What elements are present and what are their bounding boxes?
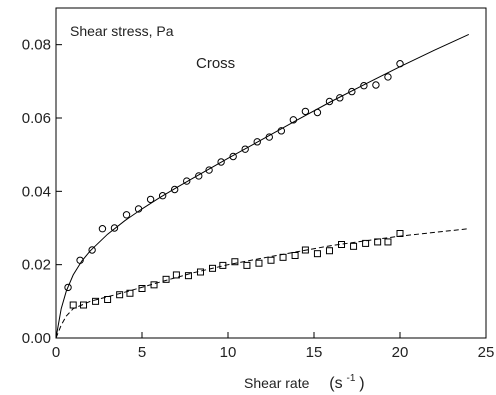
x-axis-label-unit-exponent: -1: [346, 373, 355, 384]
square-marker: [92, 297, 100, 305]
circle-marker: [205, 166, 213, 174]
square-marker: [374, 238, 382, 246]
circle-marker: [158, 192, 167, 200]
circle-marker: [301, 107, 310, 116]
circle-marker: [146, 195, 155, 204]
circle-marker: [313, 108, 322, 117]
square-marker: [338, 241, 346, 248]
fit-curve-solid: [55, 33, 470, 339]
x-axis-label-unit-close: ): [359, 375, 364, 392]
square-marker: [209, 264, 217, 272]
x-axis-label-unit: (s: [329, 375, 342, 392]
square-marker: [255, 259, 263, 267]
circle-marker: [396, 60, 404, 68]
square-marker: [184, 272, 192, 280]
axis-tick-labels: 0 5 10 15 20 25 0.00 0.02 0.04 0.06 0.08: [22, 37, 495, 361]
square-marker: [267, 256, 275, 264]
x-axis-label: Shear rate (s -1 ): [244, 368, 365, 392]
x-axis-label-name: Shear rate: [244, 375, 310, 391]
square-marker: [162, 275, 170, 283]
circle-marker: [289, 116, 298, 124]
circle-marker: [372, 81, 380, 89]
square-marker: [325, 247, 333, 255]
axis-ticks: [55, 44, 487, 339]
square-marker: [396, 230, 404, 237]
square-marker: [80, 301, 88, 309]
square-marker: [104, 296, 112, 303]
x-tick-label: 20: [392, 344, 409, 361]
circle-marker: [348, 87, 356, 96]
circle-marker: [241, 145, 249, 153]
x-tick-label: 15: [306, 344, 323, 361]
circle-marker: [88, 246, 96, 254]
x-tick-label: 25: [478, 344, 495, 361]
circle-marker: [98, 225, 107, 233]
circle-marker: [277, 127, 286, 135]
square-marker: [301, 246, 309, 254]
circle-marker: [122, 211, 131, 219]
square-marker: [350, 242, 358, 250]
square-marker: [291, 252, 299, 259]
circle-marker: [110, 224, 119, 232]
plot-frame: [55, 7, 487, 339]
square-marker: [138, 285, 146, 292]
square-marker: [150, 281, 158, 289]
model-label: Cross: [196, 55, 235, 72]
y-tick-label: 0.02: [22, 257, 51, 274]
circle-marker: [325, 97, 334, 106]
y-tick-label: 0.04: [22, 183, 51, 200]
circle-marker: [217, 158, 225, 166]
circle-marker: [134, 205, 143, 213]
y-tick-label: 0.06: [22, 110, 51, 127]
square-marker: [126, 289, 134, 297]
circle-marker: [170, 185, 179, 194]
square-marker: [313, 250, 321, 258]
circle-marker: [183, 177, 191, 185]
circle-marker: [360, 82, 368, 90]
fit-curve-dashed: [55, 228, 469, 339]
y-tick-label: 0.08: [22, 37, 51, 54]
circle-marker: [64, 283, 72, 292]
square-marker: [384, 238, 392, 246]
circle-marker: [265, 133, 273, 141]
square-marker: [172, 271, 180, 279]
circle-marker: [76, 256, 84, 264]
circle-marker: [229, 152, 237, 161]
data-markers: [64, 60, 404, 309]
circle-marker: [253, 138, 261, 146]
square-marker: [219, 261, 227, 269]
square-marker: [69, 301, 77, 309]
square-marker: [116, 291, 124, 299]
square-marker: [362, 239, 370, 247]
x-tick-label: 0: [52, 344, 60, 361]
circle-marker: [384, 73, 392, 81]
square-marker: [231, 258, 239, 266]
x-tick-label: 10: [220, 344, 237, 361]
circle-marker: [195, 172, 203, 180]
fit-curves: [55, 33, 470, 339]
square-marker: [196, 268, 204, 276]
circle-marker: [336, 94, 344, 102]
y-tick-label: 0.00: [22, 330, 51, 347]
x-tick-label: 5: [138, 344, 146, 361]
shear-stress-label: Shear stress, Pa: [70, 23, 174, 39]
square-marker: [279, 253, 287, 261]
square-marker: [243, 261, 251, 269]
